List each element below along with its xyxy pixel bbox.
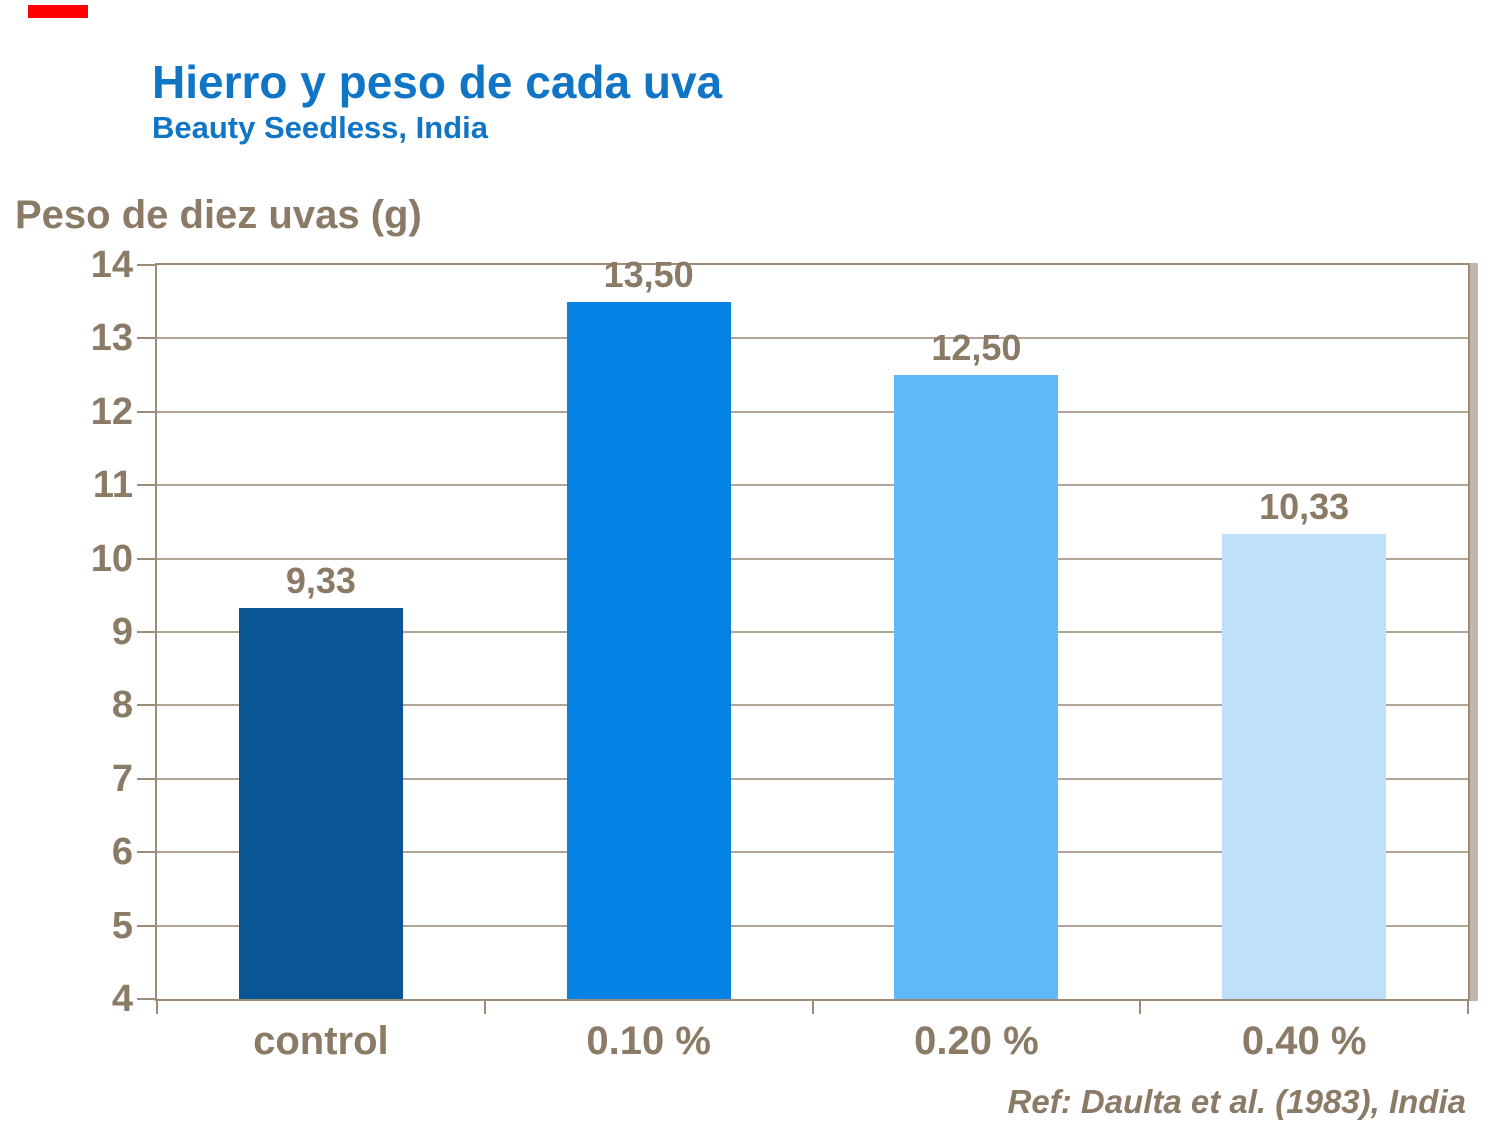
x-axis-category-label: 0.40 % — [1241, 1019, 1367, 1063]
y-axis-tick-label: 14 — [90, 244, 133, 286]
gridline — [157, 777, 1468, 780]
y-axis-title: Peso de diez uvas (g) — [15, 193, 422, 237]
y-axis-tick — [137, 264, 157, 266]
x-axis-tick — [156, 1001, 158, 1014]
y-axis-tick — [137, 410, 157, 413]
y-axis-tick-label: 10 — [90, 537, 133, 580]
bar-0-40 — [1222, 534, 1387, 999]
gridline — [157, 484, 1468, 487]
gridline — [157, 337, 1468, 340]
bar-value-label: 13,50 — [603, 253, 694, 295]
y-axis-tick-label: 8 — [111, 684, 133, 727]
bar-value-label: 10,33 — [1259, 486, 1350, 528]
y-axis-tick — [137, 557, 157, 560]
y-axis-tick — [137, 337, 157, 340]
gridline — [157, 631, 1468, 633]
red-accent-mark — [28, 5, 88, 18]
bar-value-label: 9,33 — [285, 559, 356, 601]
y-axis-tick-label: 13 — [90, 317, 133, 360]
gridline — [157, 924, 1468, 927]
y-axis-tick-label: 5 — [111, 904, 133, 947]
y-axis-tick-label: 6 — [111, 831, 133, 874]
y-axis-tick — [137, 998, 157, 1000]
bar-control — [238, 607, 403, 999]
y-axis-tick — [137, 851, 157, 854]
gridline — [157, 410, 1468, 413]
gridline — [157, 557, 1468, 560]
x-axis-tick — [1467, 1001, 1469, 1014]
y-axis-tick-label: 11 — [92, 464, 133, 507]
gridline — [157, 851, 1468, 854]
bar-0-20 — [894, 375, 1059, 999]
chart-subtitle: Beauty Seedless, India — [152, 110, 488, 145]
y-axis-tick-label: 4 — [111, 978, 133, 1020]
x-axis-tick — [1139, 1001, 1142, 1014]
y-axis-tick-label: 7 — [111, 757, 133, 800]
y-axis-tick-label: 9 — [111, 611, 133, 653]
bar-0-10 — [566, 301, 731, 999]
reference-text: Ref: Daulta et al. (1983), India — [1007, 1083, 1466, 1120]
x-axis-category-label: control — [253, 1019, 389, 1063]
bar-value-label: 12,50 — [931, 327, 1022, 369]
x-axis-tick — [811, 1001, 814, 1014]
plot-area — [155, 263, 1470, 1001]
y-axis-tick — [137, 924, 157, 927]
y-axis-tick — [137, 631, 157, 633]
chart-title: Hierro y peso de cada uva — [152, 56, 723, 108]
gridline — [157, 704, 1468, 707]
x-axis-tick — [483, 1001, 486, 1014]
y-axis-tick — [137, 777, 157, 780]
y-axis-tick — [137, 484, 157, 487]
x-axis-category-label: 0.10 % — [586, 1019, 711, 1063]
y-axis-tick — [137, 704, 157, 707]
y-axis-tick-label: 12 — [90, 390, 133, 433]
x-axis-category-label: 0.20 % — [914, 1019, 1039, 1063]
